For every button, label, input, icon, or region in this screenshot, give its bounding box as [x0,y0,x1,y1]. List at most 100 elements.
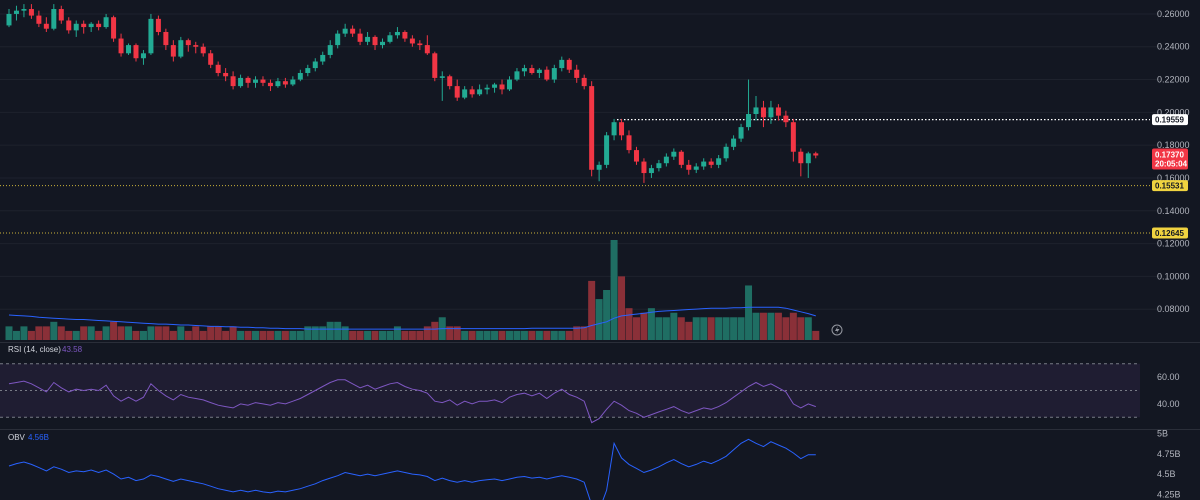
candle-body [357,33,363,42]
candle [290,76,296,87]
volume-bar [125,326,133,340]
candle [28,4,34,19]
candle-body [768,107,774,118]
candle-body [775,107,781,116]
price-tick-label: 0.12000 [1157,239,1190,249]
candle-body [342,28,348,34]
candle [805,151,811,178]
volume-bar [707,317,715,340]
candle-body [43,23,49,29]
rsi-title[interactable]: RSI (14, close) [8,345,61,354]
volume-bar [647,308,655,340]
volume-bar [349,330,357,340]
candle [693,163,699,174]
volume-bar [311,326,319,340]
candle [66,17,72,34]
candle-body [536,69,542,73]
candle [81,20,87,34]
candle-body [96,23,102,28]
volume-bar [95,330,103,340]
candle [394,27,400,39]
bolt-icon[interactable] [831,324,843,336]
candle-body [454,86,460,98]
candle-body [656,163,662,169]
candle [432,51,438,82]
obv-title[interactable]: OBV [8,433,26,442]
candle-body [432,53,438,78]
candle [454,79,460,101]
candle [73,20,79,37]
price-axis[interactable]: 0.26000 0.24000 0.22000 0.20000 0.18000 0.160… [1157,9,1190,314]
candle-body [36,15,42,24]
candle-body [648,168,654,174]
volume-bar [603,290,611,340]
support-1-price-tag: 0.15531 [1152,180,1188,192]
volume-bar [588,280,596,340]
volume-bar [662,317,670,340]
volume-bar [640,312,648,340]
volume-bar [722,317,730,340]
candle-body [678,151,684,165]
volume-bar [745,285,753,340]
volume-bar [274,330,282,340]
candle [51,4,57,31]
volume-bar [416,330,424,340]
volume-bar [625,308,633,340]
price-tick-label: 0.26000 [1157,9,1190,19]
volume-bar [461,330,469,340]
candle [155,15,161,36]
volume-bar [341,326,349,340]
candle-body [320,54,326,62]
candle [185,38,191,52]
price-tick-label: 0.16000 [1157,173,1190,183]
volume-bar [379,330,386,340]
candle [559,56,565,72]
candle [335,30,341,49]
volume-bar [222,330,230,340]
candle [619,118,625,141]
candle-body [805,153,811,164]
candle-body [439,76,445,78]
candle [581,74,587,90]
volume-bar [528,330,536,340]
candle [798,148,804,177]
horizontal-lines[interactable] [0,118,1150,234]
candle [492,82,498,93]
volume-bars [5,240,820,340]
volume-bar [610,240,618,340]
candle [574,64,580,83]
candle-body [641,161,647,174]
support-1-price-label: 0.15531 [1155,182,1184,191]
candle [544,66,550,82]
candle-body [88,23,94,28]
volume-bar [87,326,95,340]
volume-bar [670,312,678,340]
candle-body [551,68,557,80]
candle [148,13,154,55]
volume-bar [259,330,267,340]
candle-body [417,43,423,46]
candle [223,68,229,82]
candle [589,81,595,177]
volume-bar [595,299,603,340]
candle [641,158,647,183]
candle-body [185,40,191,46]
candle-body [327,45,333,55]
volume-bar [296,330,304,340]
candle [790,118,796,162]
countdown-label: 20:05:04 [1155,159,1188,168]
volume-bar [102,326,110,340]
resistance-price-label: 0.19559 [1155,116,1184,125]
candle [716,155,722,169]
candle [387,31,393,44]
rsi-value: 43.58 [62,345,83,354]
candle-body [267,82,273,87]
candle [365,31,371,46]
candle [215,61,221,77]
candle-body [484,87,490,90]
candle [163,28,169,51]
candle-body [790,122,796,152]
candle [238,74,244,88]
